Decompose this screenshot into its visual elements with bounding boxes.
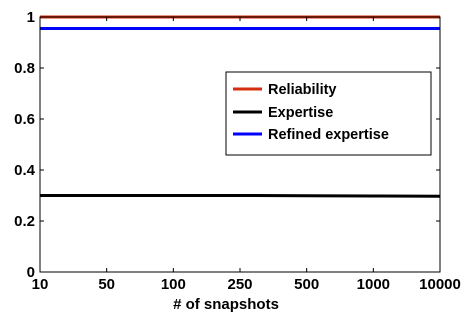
series-line-expertise — [40, 194, 441, 198]
y-axis: 0 0.2 0.4 0.6 0.8 1 — [14, 9, 440, 281]
legend-label-reliability: Reliability — [268, 82, 337, 98]
x-tick-label: 500 — [294, 276, 319, 293]
y-tick-label: 0.6 — [14, 111, 35, 128]
y-tick-label: 0.4 — [14, 162, 36, 179]
y-tick-label: 1 — [27, 9, 35, 26]
x-tick-label: 100 — [161, 276, 186, 293]
y-tick-label: 0.8 — [14, 60, 35, 77]
x-tick-label: 10 — [32, 276, 49, 293]
legend: Reliability Expertise Refined expertise — [225, 71, 432, 156]
x-tick-label: 50 — [98, 276, 115, 293]
x-axis-label: # of snapshots — [173, 296, 279, 313]
y-tick-label: 0.2 — [14, 213, 35, 230]
y-tick-label: 0 — [27, 264, 35, 281]
x-tick-label: 250 — [227, 276, 252, 293]
x-tick-label: 10000 — [419, 276, 461, 293]
legend-label-expertise: Expertise — [268, 105, 333, 121]
x-tick-label: 1000 — [357, 276, 390, 293]
legend-label-refined-expertise: Refined expertise — [268, 127, 389, 143]
x-axis: 10 50 100 250 500 1000 10000 — [32, 17, 461, 293]
